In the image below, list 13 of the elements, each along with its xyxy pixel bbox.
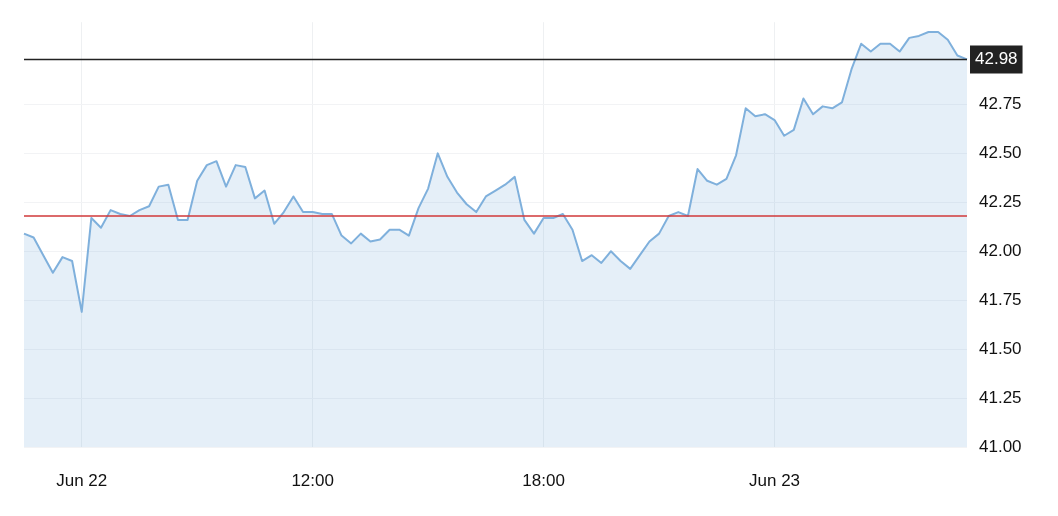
y-tick-label: 41.50 [979,338,1022,358]
y-tick-label: 42.00 [979,240,1022,260]
y-tick-label: 41.25 [979,387,1022,407]
y-tick-label: 41.75 [979,289,1022,309]
y-tick-label: 42.25 [979,191,1022,211]
x-tick-label: 12:00 [291,470,334,490]
y-tick-label: 41.00 [979,436,1022,456]
x-tick-label: Jun 23 [749,470,801,490]
ref-line-label: 42.98 [975,49,1018,69]
y-tick-label: 42.75 [979,94,1022,114]
x-tick-label: Jun 22 [56,470,108,490]
y-tick-label: 42.50 [979,143,1022,163]
x-tick-label: 18:00 [522,470,565,490]
